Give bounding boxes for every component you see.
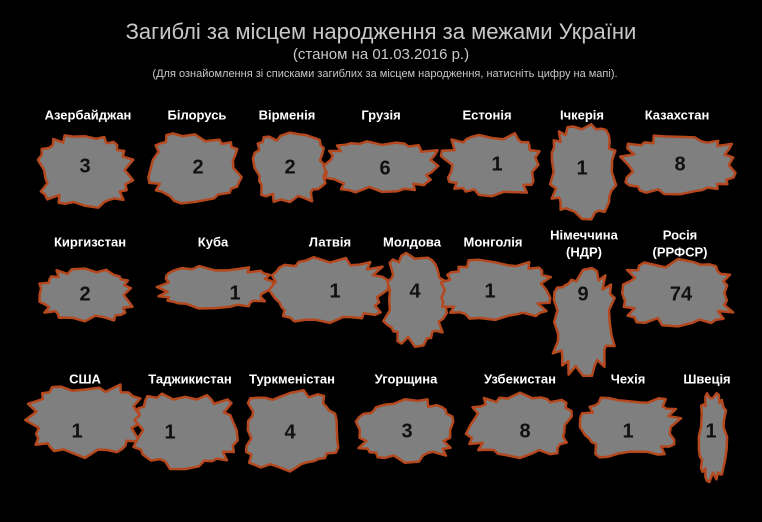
country-name: Таджикистан xyxy=(148,371,231,386)
death-count[interactable]: 1 xyxy=(491,153,502,175)
country-name: Узбекистан xyxy=(484,371,556,386)
country-name: Естонія xyxy=(462,107,511,122)
country-shape xyxy=(551,266,616,378)
death-count[interactable]: 1 xyxy=(484,280,495,302)
note: (Для ознайомлення зі списками загиблих з… xyxy=(152,68,617,80)
country-name: Азербайджан xyxy=(45,107,132,122)
country-name: Німеччина xyxy=(550,227,618,242)
country-name: Вірменія xyxy=(259,107,316,122)
title: Загиблі за місцем народження за межами У… xyxy=(126,19,637,44)
country-shape xyxy=(439,132,541,198)
death-count[interactable]: 1 xyxy=(164,421,175,443)
country-name: Куба xyxy=(198,234,229,249)
country-shape xyxy=(267,255,391,325)
death-count[interactable]: 2 xyxy=(284,156,295,178)
country-name: Латвія xyxy=(309,234,351,249)
country-shape xyxy=(147,132,243,205)
death-count[interactable]: 3 xyxy=(401,420,412,442)
country-shape xyxy=(620,257,735,328)
country-name: Монголія xyxy=(464,234,523,249)
country-shape xyxy=(618,134,737,196)
country-name: Чехія xyxy=(611,371,646,386)
death-count[interactable]: 9 xyxy=(577,283,588,305)
country-name: Угорщина xyxy=(375,371,439,386)
death-count[interactable]: 2 xyxy=(192,156,203,178)
country-shape xyxy=(244,388,340,473)
country-shape xyxy=(24,383,147,460)
death-count[interactable]: 1 xyxy=(576,157,587,179)
country-name: (НДР) xyxy=(566,244,602,259)
death-count[interactable]: 4 xyxy=(284,421,296,443)
country-name: Казахстан xyxy=(645,107,710,122)
country-name: Швеція xyxy=(683,371,730,386)
country-shape xyxy=(439,258,553,322)
country-shape xyxy=(548,123,618,221)
death-count[interactable]: 6 xyxy=(379,157,390,179)
country-name: Грузія xyxy=(361,107,400,122)
country-shape xyxy=(322,140,440,194)
country-shape xyxy=(464,391,574,460)
country-name: Молдова xyxy=(383,234,442,249)
country-shape xyxy=(38,267,134,323)
country-name: Білорусь xyxy=(168,107,227,122)
country-name: Ічкерія xyxy=(560,107,604,122)
death-count[interactable]: 2 xyxy=(79,283,90,305)
country-shape xyxy=(251,131,329,204)
death-count[interactable]: 8 xyxy=(674,153,685,175)
country-shape xyxy=(36,134,135,209)
country-name: США xyxy=(69,371,101,386)
country-shape xyxy=(132,392,239,471)
death-count[interactable]: 1 xyxy=(705,420,716,442)
death-count[interactable]: 4 xyxy=(409,280,421,302)
country-shape xyxy=(155,264,277,310)
death-count[interactable]: 1 xyxy=(622,420,633,442)
country-name: (РРФСР) xyxy=(653,244,708,259)
country-shape xyxy=(354,397,455,465)
country-shape xyxy=(578,396,683,459)
death-count[interactable]: 1 xyxy=(329,280,340,302)
country-shape xyxy=(697,391,729,484)
country-name: Росія xyxy=(663,227,698,242)
death-count[interactable]: 3 xyxy=(79,155,90,177)
subtitle: (станом на 01.03.2016 р.) xyxy=(293,46,469,63)
country-name: Киргизстан xyxy=(54,234,126,249)
death-count[interactable]: 8 xyxy=(519,420,530,442)
country-name: Туркменістан xyxy=(249,371,335,386)
death-count[interactable]: 1 xyxy=(229,282,240,304)
death-count[interactable]: 74 xyxy=(670,283,693,305)
country-shape xyxy=(382,251,449,349)
death-count[interactable]: 1 xyxy=(71,420,82,442)
